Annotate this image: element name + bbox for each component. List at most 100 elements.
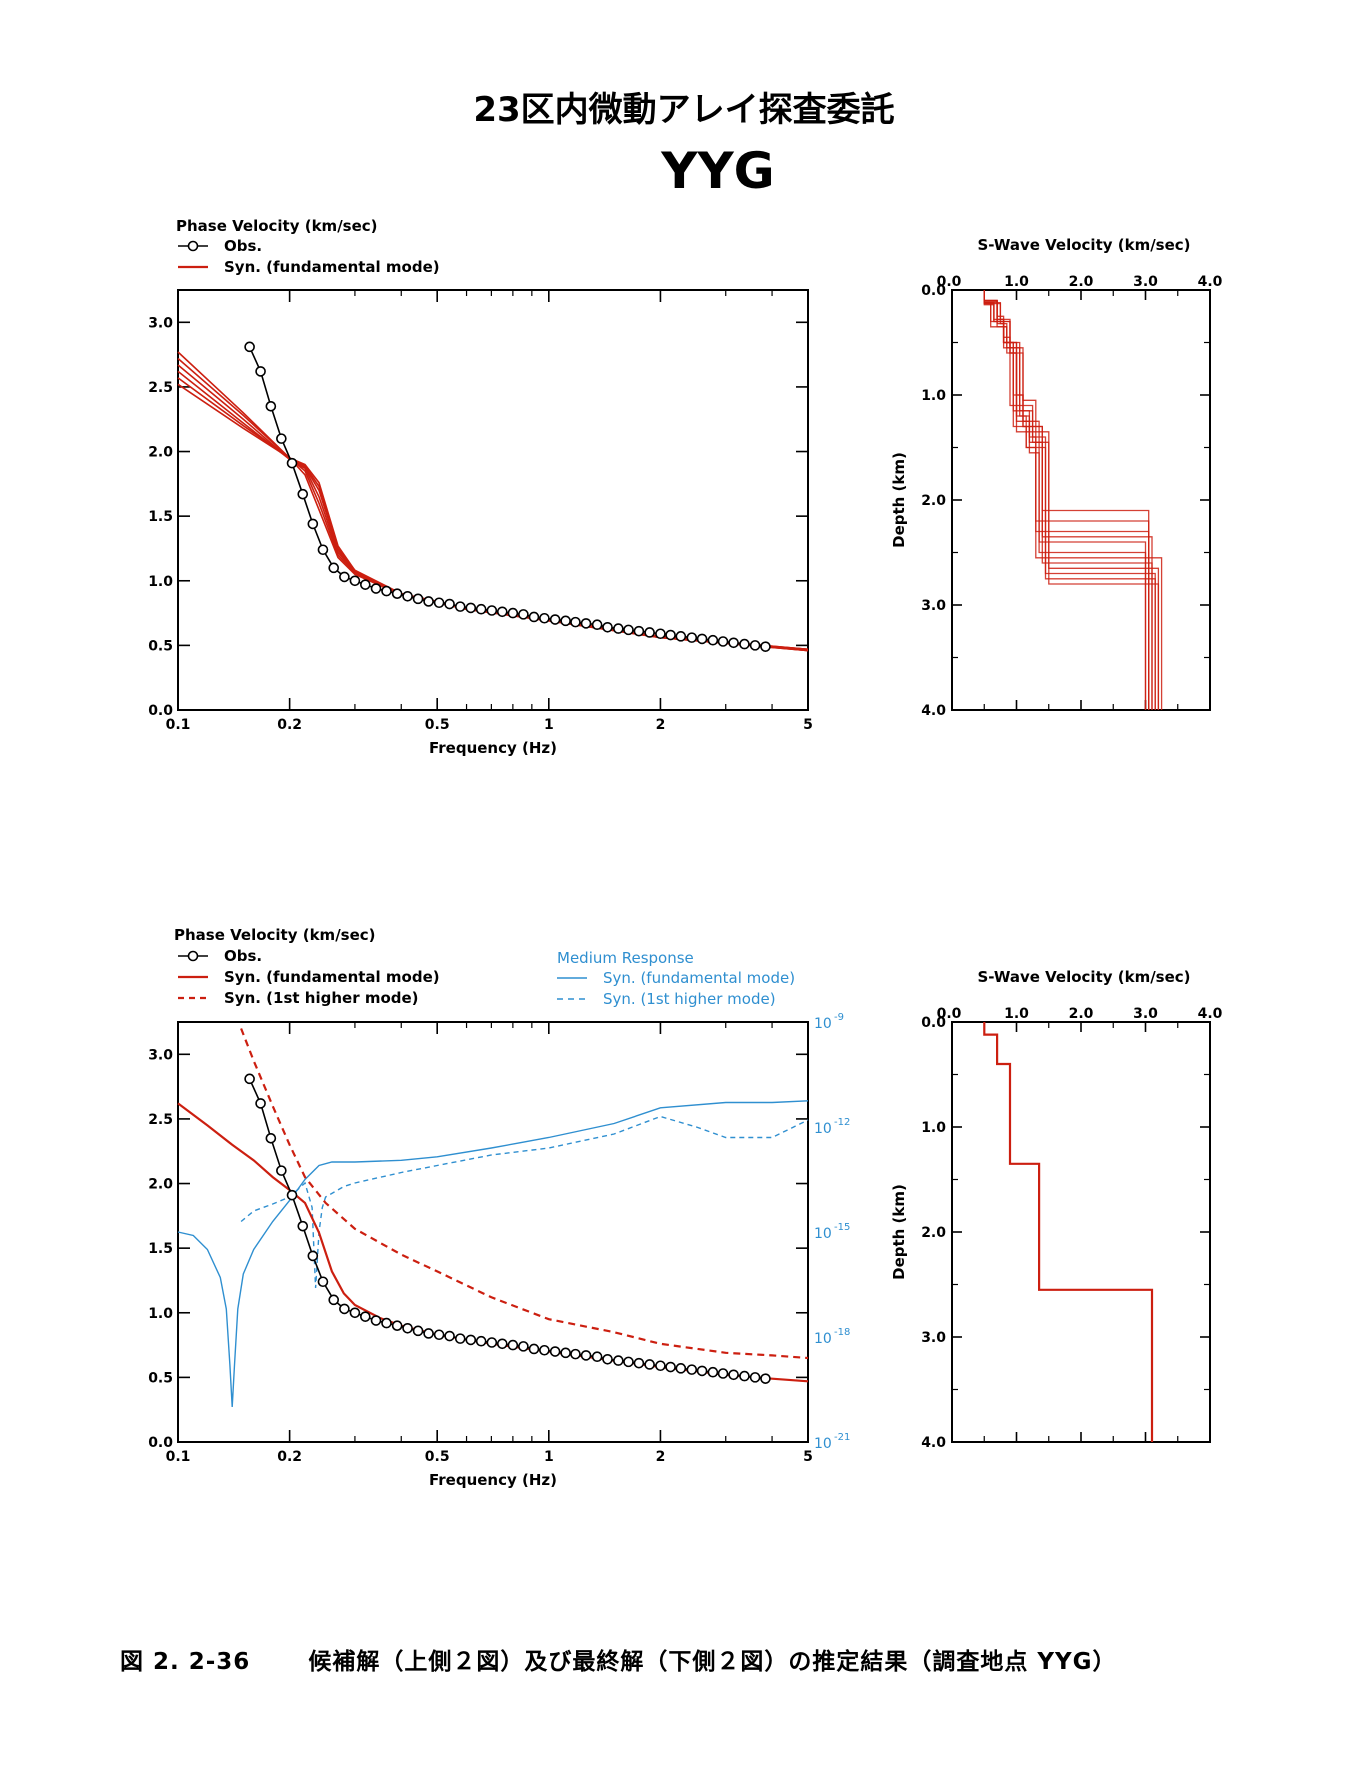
obs-point [528, 611, 540, 623]
obs-point [644, 627, 655, 638]
obs-point [244, 1073, 255, 1085]
obs-point [454, 601, 466, 612]
obs-point [412, 1325, 424, 1337]
obs-point [613, 623, 624, 634]
obs-point [255, 366, 266, 377]
obs-point [339, 1303, 350, 1315]
x-axis-label: Frequency (Hz) [429, 739, 557, 757]
chart-panel: 0.0 1.0 2.0 3.0 4.0 0.0 1.0 2.0 3.0 4.0 S-Wave Vel… [890, 968, 1223, 1451]
obs-point [539, 1344, 550, 1356]
legend-entry: Obs. [178, 237, 262, 255]
obs-point [539, 612, 550, 624]
legend-label: Obs. [224, 237, 262, 255]
obs-point [496, 1338, 508, 1350]
x-tick-label: 3.0 [1133, 274, 1158, 290]
legend-label: Syn. (fundamental mode) [603, 969, 795, 987]
y-tick-label: 0.5 [148, 638, 173, 654]
obs-point [570, 1348, 581, 1360]
legend-entry: Syn. (1st higher mode) [178, 989, 419, 1007]
obs-point [675, 1363, 687, 1374]
obs-point [655, 628, 666, 640]
y-tick-label: 3.0 [921, 1330, 946, 1346]
y-axis-label: Depth (km) [890, 1184, 908, 1280]
y-tick-label: 1.5 [148, 509, 173, 525]
y-tick-label: 0.0 [921, 1015, 946, 1031]
velocity-profile [983, 1022, 1154, 1442]
obs-point [717, 1368, 729, 1379]
obs-point [402, 590, 413, 602]
obs-point [717, 636, 729, 647]
x-tick-label: 0.1 [166, 1449, 191, 1465]
obs-point [433, 1329, 445, 1341]
y-tick-label: 2.5 [148, 380, 173, 396]
legend-marker [187, 240, 199, 252]
obs-point [707, 634, 719, 646]
figure-caption: 図 2. 2-36 候補解（上側２図）及び最終解（下側２図）の推定結果（調査地点 … [120, 1642, 1175, 1676]
obs-point [602, 621, 613, 633]
obs-point [739, 638, 750, 650]
obs-point [665, 1361, 676, 1373]
y2-tick-exponent: -9 [834, 1012, 844, 1023]
legend-entry: Syn. (fundamental mode) [178, 258, 440, 276]
x-tick-label: 1 [544, 717, 554, 733]
obs-point [475, 1335, 487, 1347]
obs-point [686, 632, 698, 643]
obs-point [286, 457, 298, 469]
obs-point [696, 1365, 708, 1377]
obs-point [591, 619, 603, 631]
obs-point [286, 1189, 298, 1201]
syn-mode-line [240, 1028, 809, 1360]
obs-point [307, 518, 319, 530]
obs-point [454, 1333, 466, 1344]
x-tick-label: 2 [656, 1449, 666, 1465]
obs-point [728, 637, 739, 649]
y-tick-label: 0.0 [148, 1435, 173, 1451]
velocity-profile [983, 290, 1163, 710]
legend-label: Obs. [224, 947, 262, 965]
obs-point [349, 1307, 361, 1319]
x-tick-label: 4.0 [1198, 274, 1223, 290]
obs-point [760, 1373, 771, 1384]
y2-tick-label: 10 -12 [814, 1117, 850, 1137]
obs-point [391, 1320, 403, 1331]
x-tick-label: 1.0 [1004, 1006, 1029, 1022]
obs-point [317, 1276, 329, 1288]
plot-frame [951, 1021, 1211, 1443]
legend-entry: Obs. [178, 947, 262, 965]
y-tick-label: 2.0 [148, 1177, 173, 1193]
y-tick-label: 3.0 [148, 1047, 173, 1063]
legend-label: Syn. (1st higher mode) [224, 989, 419, 1007]
y2-tick-base: 10 [814, 1016, 832, 1032]
y2-tick-label: 10 -21 [814, 1432, 850, 1452]
y2-tick-exponent: -21 [834, 1432, 850, 1443]
x-tick-label: 5 [803, 717, 813, 733]
y-tick-label: 1.0 [148, 1306, 173, 1322]
obs-point [496, 606, 508, 618]
x-tick-label: 0.0 [937, 1006, 962, 1022]
legend-label: Syn. (fundamental mode) [224, 968, 440, 986]
x-tick-label: 1.0 [1004, 274, 1029, 290]
obs-point [570, 616, 581, 628]
chart-title: S-Wave Velocity (km/sec) [977, 968, 1190, 986]
obs-point [370, 583, 382, 594]
obs-point [381, 585, 392, 597]
obs-point [665, 629, 676, 641]
page-title: 23区内微動アレイ探査委託 [473, 90, 895, 130]
obs-point [444, 598, 455, 610]
obs-point [613, 1355, 624, 1366]
y-tick-label: 1.5 [148, 1241, 173, 1257]
obs-point [339, 571, 350, 583]
obs-point [328, 562, 340, 574]
y-axis-label: Depth (km) [890, 452, 908, 548]
legend-entry: Syn. (fundamental mode) [178, 968, 440, 986]
x-tick-label: 0.5 [425, 1449, 450, 1465]
y-tick-label: 4.0 [921, 703, 946, 719]
chart-panel: 0.0 1.0 2.0 3.0 4.0 0.0 1.0 2.0 3.0 4.0 S-Wave Vel… [890, 236, 1223, 719]
obs-point [528, 1343, 540, 1355]
y2-tick-exponent: -12 [834, 1117, 850, 1128]
obs-point [518, 609, 529, 620]
y2-tick-base: 10 [814, 1226, 832, 1242]
legend-title: Medium Response [557, 949, 694, 967]
obs-point [560, 1347, 571, 1359]
